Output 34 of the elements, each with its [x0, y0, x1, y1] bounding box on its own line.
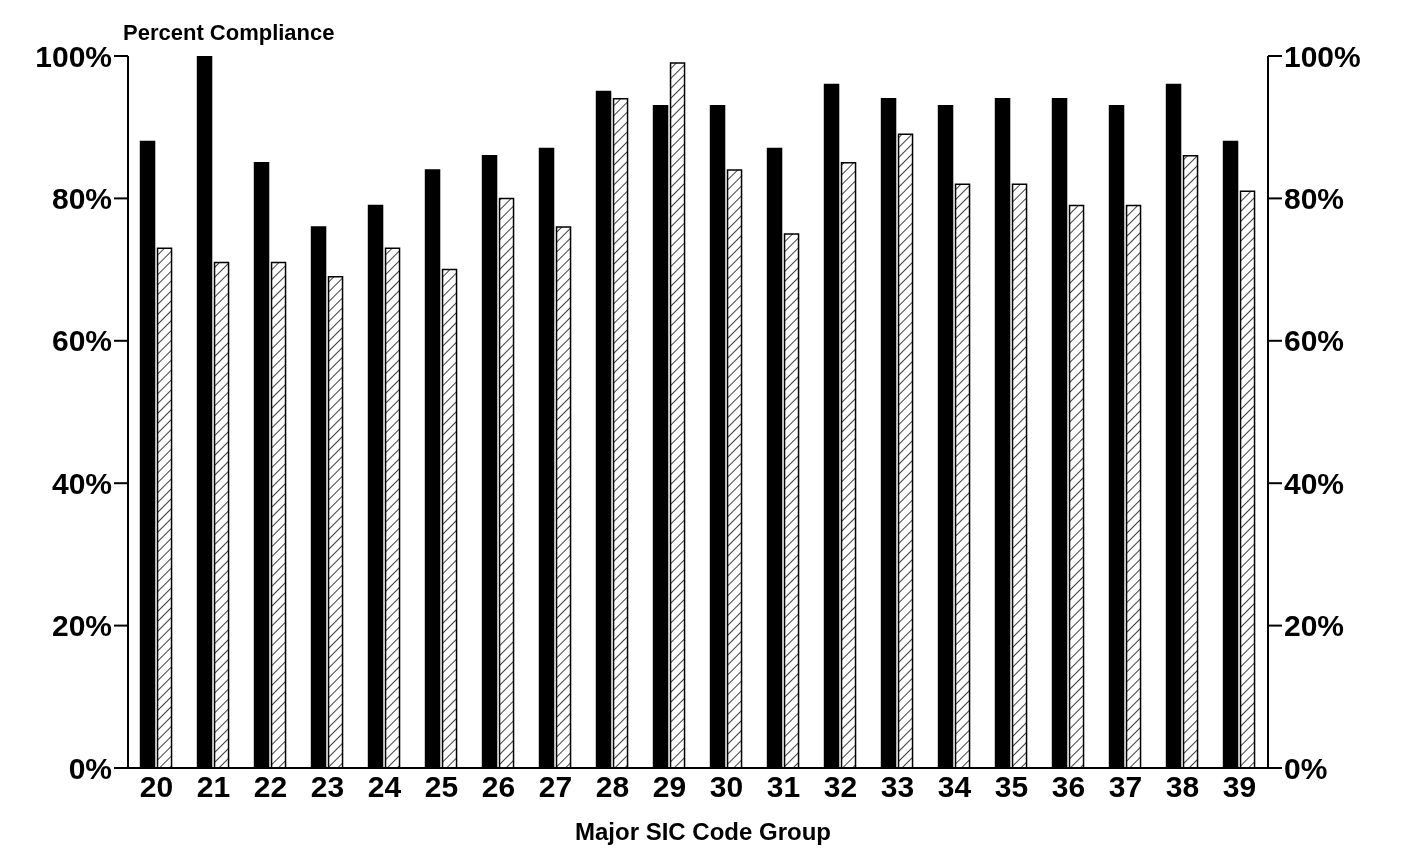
x-tick-label: 39 — [1222, 770, 1257, 804]
y2-tick-label: 40% — [1284, 466, 1345, 500]
y-axis-title: Percent Compliance — [123, 20, 335, 46]
y-tick-label: 40% — [51, 466, 112, 500]
x-axis-title: Major SIC Code Group — [574, 818, 832, 846]
x-tick-label: 28 — [595, 770, 630, 804]
y-tick-label: 0% — [68, 751, 112, 785]
x-tick-label: 25 — [424, 770, 459, 804]
y-tick-label: 20% — [51, 609, 112, 643]
x-tick-label: 34 — [937, 770, 972, 804]
x-tick-label: 23 — [310, 770, 345, 804]
x-tick-label: 38 — [1165, 770, 1200, 804]
y2-tick-label: 100% — [1284, 39, 1361, 73]
x-tick-label: 31 — [766, 770, 801, 804]
x-tick-label: 33 — [880, 770, 915, 804]
y-tick-label: 60% — [51, 324, 112, 358]
x-tick-label: 21 — [196, 770, 231, 804]
x-tick-label: 22 — [253, 770, 288, 804]
y-tick-label: 100% — [35, 39, 112, 73]
x-tick-label: 29 — [652, 770, 687, 804]
x-tick-label: 26 — [481, 770, 516, 804]
x-tick-label: 36 — [1051, 770, 1086, 804]
y2-tick-label: 0% — [1284, 751, 1328, 785]
y2-tick-label: 80% — [1284, 182, 1345, 216]
x-tick-label: 24 — [367, 770, 402, 804]
x-tick-label: 32 — [823, 770, 858, 804]
y2-tick-label: 60% — [1284, 324, 1345, 358]
y-tick-label: 80% — [51, 182, 112, 216]
x-tick-label: 30 — [709, 770, 744, 804]
x-tick-label: 37 — [1108, 770, 1143, 804]
y2-tick-label: 20% — [1284, 609, 1345, 643]
x-tick-label: 20 — [139, 770, 174, 804]
x-tick-label: 35 — [994, 770, 1029, 804]
x-tick-label: 27 — [538, 770, 573, 804]
